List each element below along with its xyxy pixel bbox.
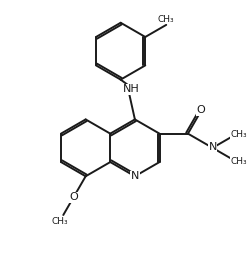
Text: CH₃: CH₃ — [158, 15, 174, 24]
Text: N: N — [208, 142, 217, 152]
Text: N: N — [131, 171, 139, 181]
Text: CH₃: CH₃ — [230, 130, 247, 139]
Text: CH₃: CH₃ — [230, 157, 247, 166]
Text: O: O — [69, 192, 78, 202]
Text: O: O — [196, 105, 205, 115]
Text: CH₃: CH₃ — [51, 217, 68, 226]
Text: NH: NH — [123, 84, 140, 94]
